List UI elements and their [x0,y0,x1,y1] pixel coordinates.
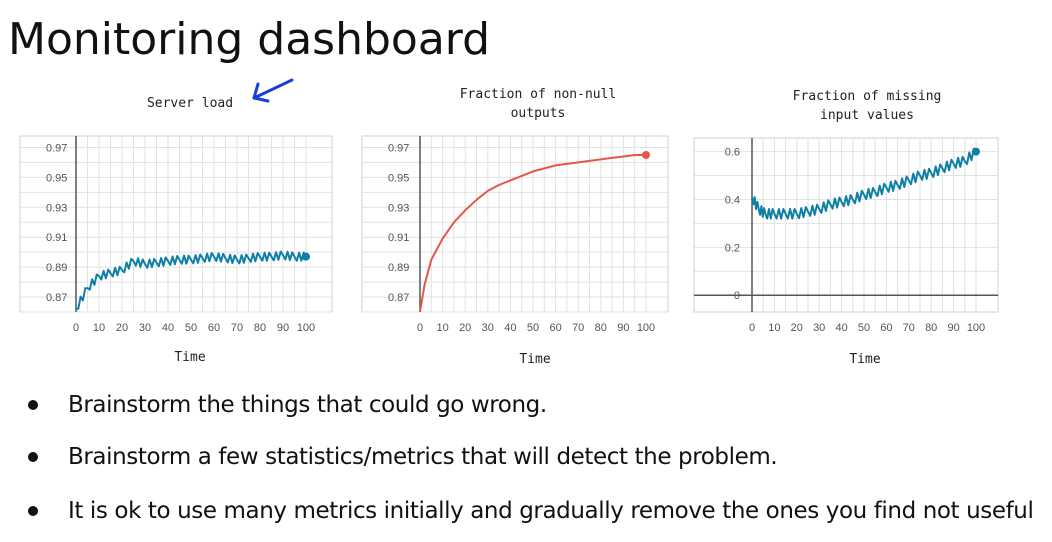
x-tick-label: 100 [297,322,315,334]
bullet-text: Brainstorm the things that could go wron… [68,392,547,418]
x-tick-label: 30 [813,322,825,334]
x-tick-label: 50 [185,322,197,334]
y-tick-label: 0.89 [388,262,409,274]
y-tick-label: 0.93 [388,202,409,214]
x-tick-label: 100 [967,322,985,334]
bullet-item: Brainstorm a few statistics/metrics that… [22,444,778,470]
bullet-item: Brainstorm the things that could go wron… [22,392,547,418]
x-tick-label: 0 [417,322,423,334]
y-tick-label: 0.87 [388,292,409,304]
x-tick-label: 90 [947,322,959,334]
x-tick-label: 10 [436,322,448,334]
x-tick-label: 80 [925,322,937,334]
series-end-point [302,252,310,261]
y-tick-label: 0.2 [725,242,740,254]
y-tick-label: 0.95 [388,172,409,184]
chart-title-missing-input-values: Fraction of missing input values [792,89,942,123]
x-tick-label: 100 [637,322,655,334]
x-tick-label: 70 [231,322,243,334]
page-title: Monitoring dashboard [8,14,491,65]
series-line [419,154,646,313]
series-end-point [972,147,980,156]
bullet-item: It is ok to use many metrics initially a… [22,498,1034,524]
x-tick-label: 60 [549,322,561,334]
x-tick-label: 90 [617,322,629,334]
x-tick-label: 50 [858,322,870,334]
x-tick-label: 70 [903,322,915,334]
bullet-text: It is ok to use many metrics initially a… [68,498,1034,524]
x-tick-label: 90 [277,322,289,334]
x-tick-label: 20 [116,322,128,334]
bullet-dot-icon [28,452,38,462]
x-tick-label: 0 [73,322,79,334]
bullet-dot-icon [28,400,38,410]
x-tick-label: 40 [504,322,516,334]
x-axis-label-missing-input-values: Time [849,352,881,367]
series-end-point [642,150,650,159]
y-tick-label: 0.93 [46,202,67,214]
x-axis-label-non-null-outputs: Time [519,352,551,367]
x-tick-label: 40 [162,322,174,334]
y-tick-label: 0.4 [725,194,740,206]
y-tick-label: 0.97 [46,142,67,154]
hand-drawn-arrow-icon [252,78,294,103]
series-line [75,250,307,310]
chart-server-load: 0 10 20 30 40 50 60 70 80 90 100 0.87 0.89 0.91 0.93 0.… [19,135,333,334]
x-tick-label: 60 [880,322,892,334]
y-tick-label: 0.87 [46,292,67,304]
x-tick-label: 10 [93,322,105,334]
x-axis-label-server-load: Time [174,350,206,365]
chart-title-non-null-outputs: Fraction of non-null outputs [459,87,617,121]
x-tick-label: 50 [527,322,539,334]
y-tick-label: 0.97 [388,142,409,154]
chart-non-null-outputs: 0 10 20 30 40 50 60 70 80 90 100 0.87 0.89 0.91 0.93 0.… [361,135,669,334]
x-tick-label: 60 [208,322,220,334]
y-tick-label: 0.91 [388,232,409,244]
x-tick-label: 30 [139,322,151,334]
y-tick-label: 0.95 [46,172,67,184]
y-tick-label: 0.91 [46,232,67,244]
series-line [751,147,977,220]
x-tick-label: 40 [835,322,847,334]
x-tick-label: 80 [254,322,266,334]
y-tick-label: 0 [734,290,740,302]
x-tick-label: 30 [482,322,494,334]
chart-title-server-load: Server load [146,96,234,111]
x-tick-label: 80 [595,322,607,334]
x-tick-label: 0 [749,322,755,334]
chart-missing-input-values: 0 10 20 30 40 50 60 70 80 90 100 0 0.2 0.4 0.6 [693,137,999,334]
y-tick-label: 0.6 [725,147,740,159]
x-tick-label: 20 [791,322,803,334]
x-tick-label: 20 [459,322,471,334]
bullet-text: Brainstorm a few statistics/metrics that… [68,444,778,470]
bullet-dot-icon [28,506,38,516]
plot-frame [693,137,999,313]
x-tick-label: 70 [572,322,584,334]
y-tick-label: 0.89 [46,262,67,274]
x-tick-label: 10 [768,322,780,334]
